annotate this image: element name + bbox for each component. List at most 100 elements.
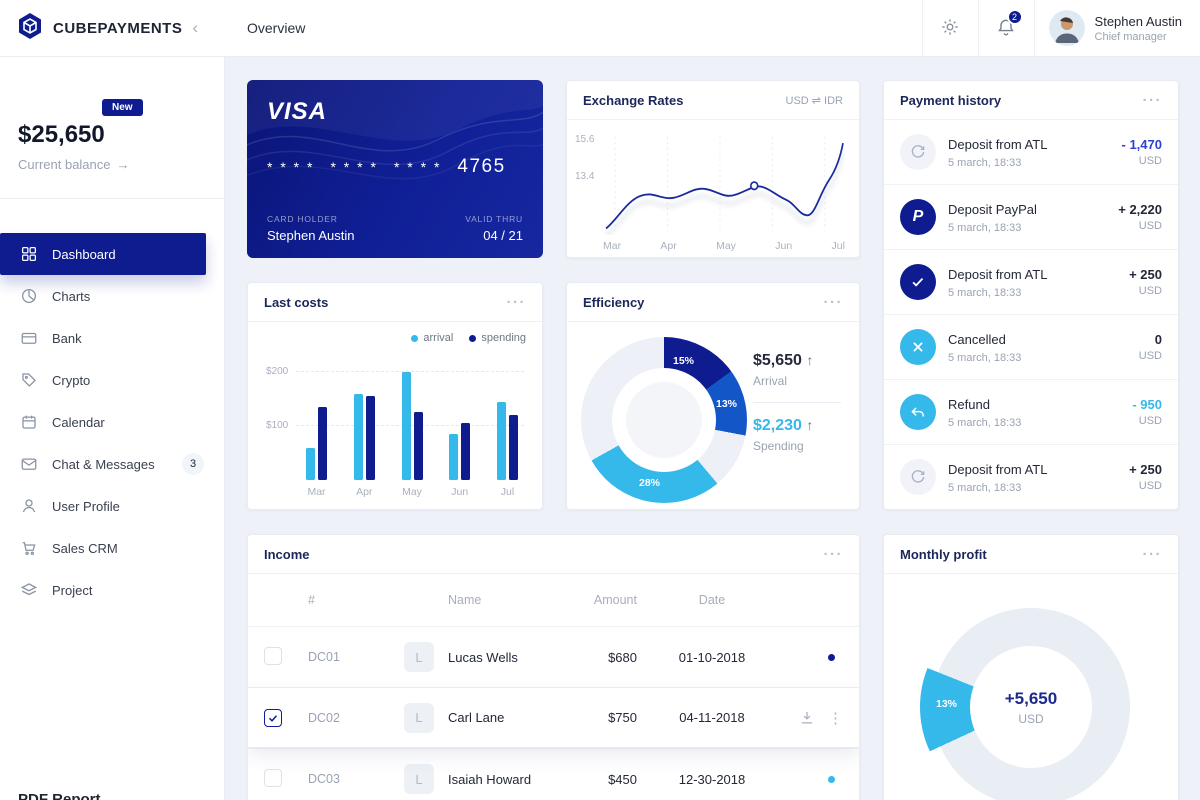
payment-history-list: Deposit from ATL 5 march, 18:33 - 1,470 US… [884, 120, 1178, 509]
data-point-marker [750, 181, 759, 191]
income-row[interactable]: DC02 L Carl Lane $750 04-11-2018 ⋮ [248, 687, 859, 748]
refresh-icon [900, 134, 936, 170]
sidebar-item-label: Sales CRM [52, 540, 118, 556]
last-costs-bars: Mar Apr May Jun Jul [306, 348, 518, 498]
column-header-date: Date [698, 593, 726, 607]
card-details: CARD HOLDER Stephen Austin VALID THRU 04… [267, 214, 523, 243]
status-dot [828, 653, 835, 661]
payment-time: 5 march, 18:33 [948, 481, 1022, 494]
visa-bank-card[interactable]: VISA * * * * * * * * * * * * 4765 CARD H… [247, 80, 543, 258]
date-cell: 04-11-2018 [679, 710, 745, 725]
card-number: * * * * * * * * * * * * 4765 [267, 156, 523, 178]
more-menu-button[interactable]: ··· [1142, 545, 1162, 563]
card-title: Exchange Rates [583, 92, 684, 108]
current-balance-link[interactable]: Current balance → [18, 157, 206, 172]
payment-row[interactable]: P Deposit PayPal 5 march, 18:33 + 2,220 US… [884, 185, 1178, 250]
bar-arrival [306, 448, 315, 480]
refresh-icon [900, 459, 936, 495]
x-axis-tick: Apr [660, 240, 677, 252]
donut-core [626, 382, 702, 458]
row-id: DC03 [308, 772, 340, 786]
payment-row[interactable]: Deposit from ATL 5 march, 18:33 + 250 USD [884, 445, 1178, 509]
legend-item-arrival[interactable]: arrival [411, 332, 453, 344]
sidebar-item-charts[interactable]: Charts [0, 275, 224, 317]
credit-card-icon [20, 329, 38, 347]
check-icon [900, 264, 936, 300]
card-number-mask: * * * * [267, 159, 315, 175]
chart-legend: arrival spending [248, 322, 542, 344]
payment-title: Deposit from ATL [948, 461, 1048, 477]
kebab-menu-icon[interactable]: ⋮ [828, 709, 843, 727]
legend-dot [411, 334, 419, 342]
row-checkbox[interactable] [264, 768, 282, 787]
payment-row[interactable]: Cancelled 5 march, 18:33 0 USD [884, 315, 1178, 380]
payment-row[interactable]: Refund 5 march, 18:33 - 950 USD [884, 380, 1178, 445]
sidebar-item-calendar[interactable]: Calendar [0, 401, 224, 443]
sidebar-item-sales-crm[interactable]: Sales CRM [0, 527, 224, 569]
card-number-last4: 4765 [457, 156, 506, 177]
payment-title: Refund [948, 396, 990, 412]
notifications-button[interactable]: 2 [977, 0, 1034, 56]
payment-row[interactable]: Deposit from ATL 5 march, 18:33 - 1,470 US… [884, 120, 1178, 185]
logo-icon [15, 11, 45, 46]
sidebar-item-bank[interactable]: Bank [0, 317, 224, 359]
collapse-chevron-icon[interactable]: ‹ [192, 18, 199, 37]
pdf-report-link[interactable]: PDF Report [18, 791, 101, 800]
income-row[interactable]: DC03 L Isaiah Howard $450 12-30-2018 [248, 748, 859, 800]
sidebar-item-project[interactable]: Project [0, 569, 224, 611]
payment-time: 5 march, 18:33 [948, 286, 1022, 299]
row-checkbox[interactable] [264, 708, 282, 727]
more-menu-button[interactable]: ··· [1142, 91, 1162, 109]
exchange-rates-chart: 15.6 13.4 Mar Apr May Jun Jul [567, 120, 859, 257]
currency-pair-switch[interactable]: USD ⇌ IDR [785, 94, 844, 107]
payment-amount: 0 [1154, 332, 1162, 347]
y-axis-tick: 15.6 [575, 134, 595, 145]
x-axis-tick: Jul [500, 486, 515, 498]
brand[interactable]: CUBEPAYMENTS ‹ [0, 11, 225, 46]
download-icon [798, 709, 816, 727]
payment-currency: USD [1138, 285, 1162, 297]
user-menu[interactable]: Stephen Austin Chief manager [1033, 0, 1200, 56]
payment-row[interactable]: Deposit from ATL 5 march, 18:33 + 250 USD [884, 250, 1178, 315]
settings-button[interactable] [921, 0, 978, 56]
x-axis-tick: Jun [775, 240, 793, 252]
card-title: Efficiency [583, 294, 645, 310]
amount-cell: $680 [608, 649, 637, 665]
payment-amount: - 1,470 [1121, 137, 1162, 152]
row-id: DC02 [308, 710, 340, 725]
legend-item-spending[interactable]: spending [469, 332, 526, 344]
bar-spending [461, 423, 471, 480]
donut-hole [970, 646, 1092, 768]
line-chart-svg [604, 136, 845, 235]
payment-title: Cancelled [948, 331, 1006, 347]
amount-cell: $750 [608, 710, 637, 725]
bar-group: Jun [449, 423, 471, 498]
column-header-name: Name [448, 593, 482, 607]
tag-icon [20, 371, 38, 389]
sidebar-item-user-profile[interactable]: User Profile [0, 485, 224, 527]
sidebar-item-crypto[interactable]: Crypto [0, 359, 224, 401]
income-row[interactable]: DC01 L Lucas Wells $680 01-10-2018 [248, 626, 859, 687]
current-balance-label: Current balance [18, 157, 111, 172]
monthly-profit-donut: 13% +5,650 USD [920, 602, 1130, 800]
sidebar-item-label: Bank [52, 330, 82, 346]
more-menu-button[interactable]: ··· [506, 293, 526, 311]
valid-thru-label: VALID THRU [465, 214, 523, 224]
sidebar-item-chat-messages[interactable]: Chat & Messages 3 [0, 443, 224, 485]
efficiency-stats: $5,650 ↑ Arrival $2,230 ↑ Spending [753, 352, 841, 503]
avatar [1048, 10, 1085, 46]
envelope-icon [20, 455, 38, 473]
last-costs-card: Last costs ··· arrival spending $200 $10… [247, 282, 543, 510]
person-name: Isaiah Howard [448, 771, 532, 787]
more-menu-button[interactable]: ··· [823, 545, 843, 563]
bar-group: Apr [353, 394, 375, 498]
gear-icon [940, 17, 960, 40]
more-menu-button[interactable]: ··· [823, 293, 843, 311]
download-button[interactable] [798, 709, 816, 727]
payment-title: Deposit PayPal [948, 201, 1037, 217]
sidebar-item-dashboard[interactable]: Dashboard [0, 233, 206, 275]
row-checkbox[interactable] [264, 646, 282, 665]
date-cell: 12-30-2018 [678, 771, 746, 787]
pie-chart-icon [20, 287, 38, 305]
x-axis-tick: Mar [603, 240, 622, 252]
